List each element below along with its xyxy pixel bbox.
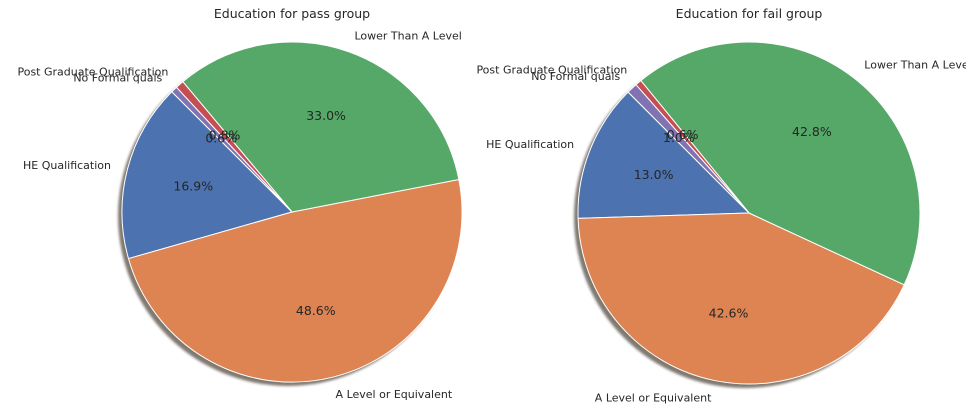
percent-label-he-qualification: 13.0% xyxy=(634,167,674,182)
percent-label-post-graduate-qualification: 0.6% xyxy=(667,127,699,142)
pie-slice-lower-than-a-level xyxy=(640,41,921,286)
category-label-no-formal-quals: No Formal quals xyxy=(73,71,162,84)
chart-title: Education for pass group xyxy=(214,6,370,21)
category-label-he-qualification: HE Qualification xyxy=(486,138,574,151)
percent-label-no-formal-quals: 0.6% xyxy=(205,131,237,146)
percent-label-a-level-or-equivalent: 42.6% xyxy=(709,306,749,321)
percent-label-he-qualification: 16.9% xyxy=(173,178,213,193)
percent-label-a-level-or-equivalent: 48.6% xyxy=(296,303,336,318)
category-label-a-level-or-equivalent: A Level or Equivalent xyxy=(595,391,712,404)
percent-label-no-formal-quals: 1.0% xyxy=(663,130,695,145)
category-label-he-qualification: HE Qualification xyxy=(23,159,111,172)
category-label-lower-than-a-level: Lower Than A Level xyxy=(354,30,461,43)
category-label-post-graduate-qualification: Post Graduate Qualification xyxy=(17,66,168,79)
pie-slice-no-formal-quals xyxy=(627,84,750,214)
category-label-a-level-or-equivalent: A Level or Equivalent xyxy=(336,388,453,401)
pie-panel-1: Education for pass group HE Qualification… xyxy=(17,6,463,401)
pie-slice-no-formal-quals xyxy=(171,86,293,213)
category-label-no-formal-quals: No Formal quals xyxy=(531,70,620,83)
percent-label-lower-than-a-level: 42.8% xyxy=(792,124,832,139)
percent-label-post-graduate-qualification: 0.8% xyxy=(209,127,241,142)
pie-panel-2: Education for fail group HE Qualification… xyxy=(476,6,966,404)
pie-slice-a-level-or-equivalent xyxy=(577,212,905,385)
percent-label-lower-than-a-level: 33.0% xyxy=(306,108,346,123)
pie-slice-he-qualification xyxy=(121,91,293,260)
pie-slice-he-qualification xyxy=(577,91,751,219)
pie-slice-a-level-or-equivalent xyxy=(127,178,463,383)
category-label-post-graduate-qualification: Post Graduate Qualification xyxy=(476,64,627,77)
category-label-lower-than-a-level: Lower Than A Level xyxy=(864,58,966,71)
chart-title: Education for fail group xyxy=(676,6,823,21)
pie-slice-lower-than-a-level xyxy=(182,41,460,213)
